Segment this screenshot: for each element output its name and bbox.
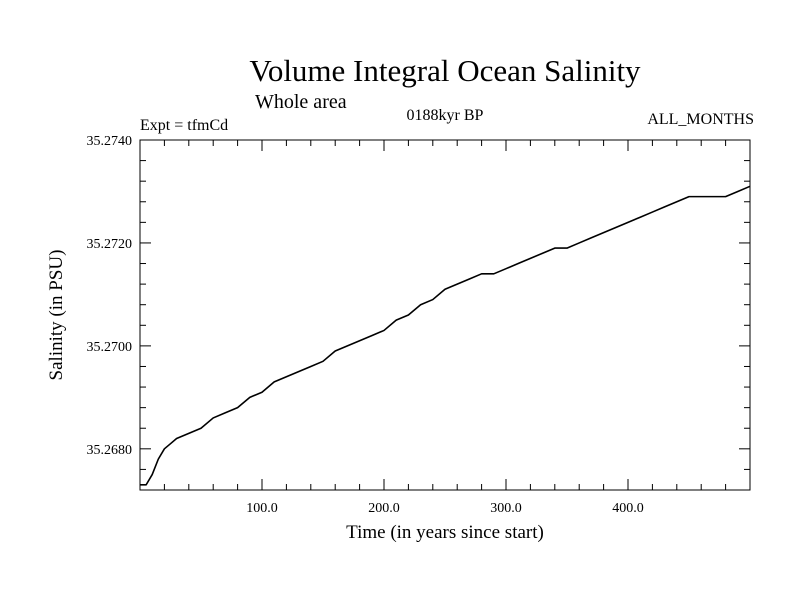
period-label: 0188kyr BP [406, 107, 484, 124]
salinity-series-line [140, 185, 751, 486]
tick-labels: 100.0 200.0 300.0 400.0 35.2680 35.2700 35.272… [87, 134, 644, 516]
x-tick-label: 200.0 [368, 501, 400, 516]
experiment-label: Expt = tfmCd [140, 117, 229, 134]
axis-ticks [140, 140, 750, 490]
months-label: ALL_MONTHS [647, 111, 754, 128]
x-tick-label: 400.0 [612, 501, 644, 516]
x-axis-label: Time (in years since start) [346, 522, 544, 543]
plot-frame [139, 139, 751, 491]
chart-title: Volume Integral Ocean Salinity [249, 53, 641, 88]
y-tick-label: 35.2680 [87, 443, 133, 458]
y-axis-label: Salinity (in PSU) [46, 250, 67, 381]
y-tick-label: 35.2700 [87, 340, 133, 355]
chart-subtitle: Whole area [255, 91, 347, 113]
x-tick-label: 100.0 [246, 501, 278, 516]
x-tick-label: 300.0 [490, 501, 522, 516]
y-tick-label: 35.2740 [87, 134, 133, 149]
y-tick-label: 35.2720 [87, 237, 133, 252]
